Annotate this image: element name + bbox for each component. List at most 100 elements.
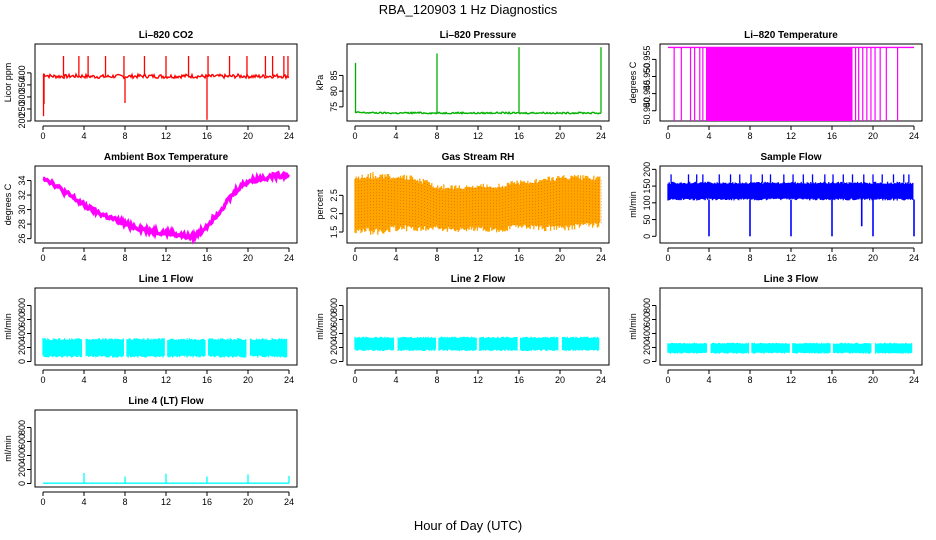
x-tick-label: 24 (909, 375, 919, 385)
x-tick-label: 4 (706, 253, 711, 263)
x-tick-label: 24 (284, 131, 294, 141)
y-tick-label: 30 (17, 205, 27, 215)
y-tick-label: 200 (329, 340, 339, 355)
figure-xlabel: Hour of Day (UTC) (414, 518, 522, 533)
x-tick-label: 8 (122, 253, 127, 263)
x-tick-label: 8 (747, 131, 752, 141)
y-axis-label: percent (315, 189, 325, 220)
chart-panel-7: Line 1 Flow ml/min 0 4 8 12 16 20 24 0 20040060080… (3, 274, 298, 385)
x-tick-label: 4 (706, 375, 711, 385)
x-tick-label: 8 (434, 131, 439, 141)
y-tick-label: 350 (17, 77, 27, 92)
y-tick-label: 85 (329, 70, 339, 80)
panel-title: Ambient Box Temperature (104, 152, 229, 163)
y-tick-label: 800 (642, 298, 652, 313)
y-tick-label: 800 (329, 298, 339, 313)
x-tick-label: 4 (81, 253, 86, 263)
x-tick-label: 12 (786, 253, 796, 263)
x-tick-label: 24 (596, 375, 606, 385)
panel-title: Li–820 CO2 (139, 30, 194, 41)
y-tick-label: 200 (17, 340, 27, 355)
data-layer (354, 47, 602, 115)
y-tick-label: 50.945 (642, 80, 652, 108)
y-tick-label: 200 (17, 462, 27, 477)
x-tick-label: 20 (243, 131, 253, 141)
panel-frame (659, 165, 923, 244)
x-tick-label: 4 (393, 253, 398, 263)
x-tick-label: 12 (473, 131, 483, 141)
y-tick-label: 34 (17, 176, 27, 186)
y-axis-label: Licor ppm (3, 63, 13, 103)
x-tick-label: 24 (596, 131, 606, 141)
x-tick-label: 4 (81, 375, 86, 385)
x-tick-label: 20 (868, 375, 878, 385)
x-tick-label: 16 (514, 253, 524, 263)
x-tick-label: 12 (786, 375, 796, 385)
x-tick-label: 16 (514, 131, 524, 141)
y-tick-label: 50 (642, 215, 652, 225)
chart-panel-3: Li–820 Temperature degrees C 0 4 8 12 16 20 24 50… (628, 30, 923, 141)
x-tick-label: 20 (555, 375, 565, 385)
y-tick-label: 0 (329, 359, 339, 364)
y-axis-label: ml/min (628, 191, 638, 218)
x-tick-label: 16 (514, 375, 524, 385)
panel-title: Li–820 Pressure (440, 30, 517, 41)
x-tick-label: 0 (665, 375, 670, 385)
x-tick-label: 8 (122, 497, 127, 507)
x-tick-label: 4 (81, 131, 86, 141)
series-band-texture (355, 176, 602, 230)
series-band (42, 338, 288, 358)
chart-panel-4: Ambient Box Temperature degrees C 0 4 8 12 16 2… (3, 152, 298, 263)
x-tick-label: 0 (40, 253, 45, 263)
x-tick-label: 4 (393, 375, 398, 385)
y-tick-label: 100 (642, 195, 652, 210)
y-tick-label: 600 (642, 312, 652, 327)
panel-frame (346, 287, 610, 366)
y-tick-label: 75 (329, 102, 339, 112)
x-tick-label: 16 (827, 253, 837, 263)
x-tick-label: 20 (243, 497, 253, 507)
chart-panel-2: Li–820 Pressure kPa 0 4 8 12 16 20 24 75 80 85 (315, 30, 610, 141)
x-tick-label: 16 (202, 497, 212, 507)
data-layer (667, 342, 913, 354)
y-axis-label: kPa (315, 75, 325, 91)
data-layer (354, 172, 602, 235)
data-layer (354, 336, 600, 352)
x-tick-label: 24 (284, 375, 294, 385)
y-tick-label: 150 (642, 179, 652, 194)
x-tick-label: 20 (243, 375, 253, 385)
chart-panel-1: Li–820 CO2 Licor ppm 0 4 8 12 16 20 24 2002503003… (3, 30, 298, 141)
x-tick-label: 12 (161, 497, 171, 507)
x-tick-label: 8 (434, 253, 439, 263)
x-tick-label: 12 (161, 253, 171, 263)
chart-panel-8: Line 2 Flow ml/min 0 4 8 12 16 20 24 0 20040060080… (315, 274, 610, 385)
data-layer (42, 338, 288, 358)
x-tick-label: 8 (747, 253, 752, 263)
x-tick-label: 20 (243, 253, 253, 263)
x-tick-label: 4 (706, 131, 711, 141)
x-tick-label: 24 (596, 253, 606, 263)
x-tick-label: 8 (434, 375, 439, 385)
chart-panel-5: Gas Stream RH percent 0 4 8 12 16 20 24 1.5 2.0 2.5 (315, 152, 610, 263)
x-tick-label: 20 (868, 253, 878, 263)
y-axis-label: degrees C (3, 183, 13, 225)
x-tick-label: 16 (827, 375, 837, 385)
x-tick-label: 16 (827, 131, 837, 141)
series-line (354, 110, 602, 115)
data-layer (667, 174, 915, 237)
x-tick-label: 0 (40, 497, 45, 507)
data-layer (42, 170, 291, 246)
x-tick-label: 4 (393, 131, 398, 141)
x-tick-label: 8 (747, 375, 752, 385)
series-band (354, 336, 600, 352)
y-tick-label: 600 (17, 312, 27, 327)
x-tick-label: 16 (202, 253, 212, 263)
y-tick-label: 800 (17, 420, 27, 435)
y-axis-label: ml/min (3, 435, 13, 462)
x-tick-label: 24 (909, 131, 919, 141)
chart-panel-10: Line 4 (LT) Flow ml/min 0 4 8 12 16 20 24 0 200400… (3, 396, 298, 507)
x-tick-label: 20 (555, 253, 565, 263)
y-axis-label: ml/min (3, 313, 13, 340)
